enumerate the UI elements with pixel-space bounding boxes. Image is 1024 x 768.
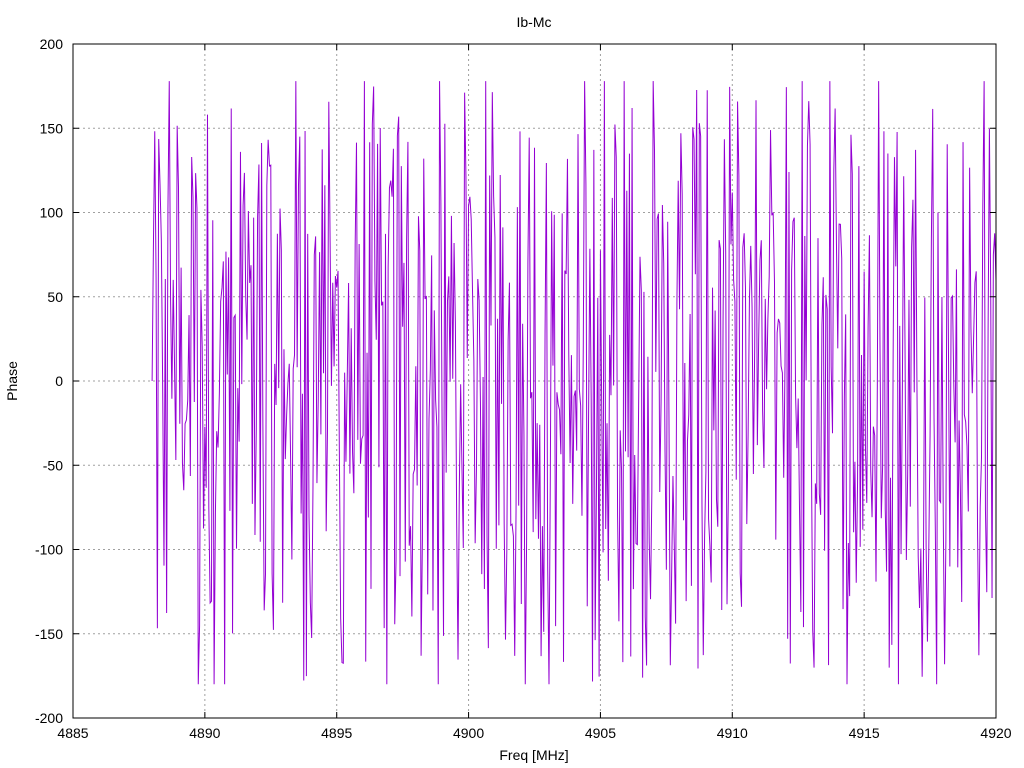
y-tick-label: 0 bbox=[55, 373, 63, 389]
y-tick-label: -50 bbox=[43, 457, 63, 473]
x-tick-label: 4920 bbox=[980, 725, 1011, 741]
y-axis-title: Phase bbox=[4, 361, 20, 401]
y-tick-label: -200 bbox=[35, 710, 63, 726]
x-tick-label: 4905 bbox=[585, 725, 616, 741]
chart-title: Ib-Mc bbox=[517, 14, 552, 30]
y-tick-label: 200 bbox=[40, 36, 64, 52]
y-tick-label: -100 bbox=[35, 542, 63, 558]
x-tick-label: 4895 bbox=[321, 725, 352, 741]
series-layer bbox=[151, 81, 997, 685]
x-tick-label: 4910 bbox=[717, 725, 748, 741]
x-tick-label: 4915 bbox=[849, 725, 880, 741]
x-axis-title: Freq [MHz] bbox=[499, 747, 568, 763]
x-tick-label: 4890 bbox=[189, 725, 220, 741]
y-tick-label: 100 bbox=[40, 205, 64, 221]
y-tick-label: 50 bbox=[47, 289, 63, 305]
x-tick-label: 4900 bbox=[453, 725, 484, 741]
y-tick-label: 150 bbox=[40, 120, 64, 136]
series-line-phase bbox=[151, 81, 997, 685]
axis-ticks: 4885 4890 4895 4900 4905 4910 4915 4920 -200 -150… bbox=[35, 36, 1012, 741]
y-tick-label: -150 bbox=[35, 626, 63, 642]
x-tick-label: 4885 bbox=[57, 725, 88, 741]
